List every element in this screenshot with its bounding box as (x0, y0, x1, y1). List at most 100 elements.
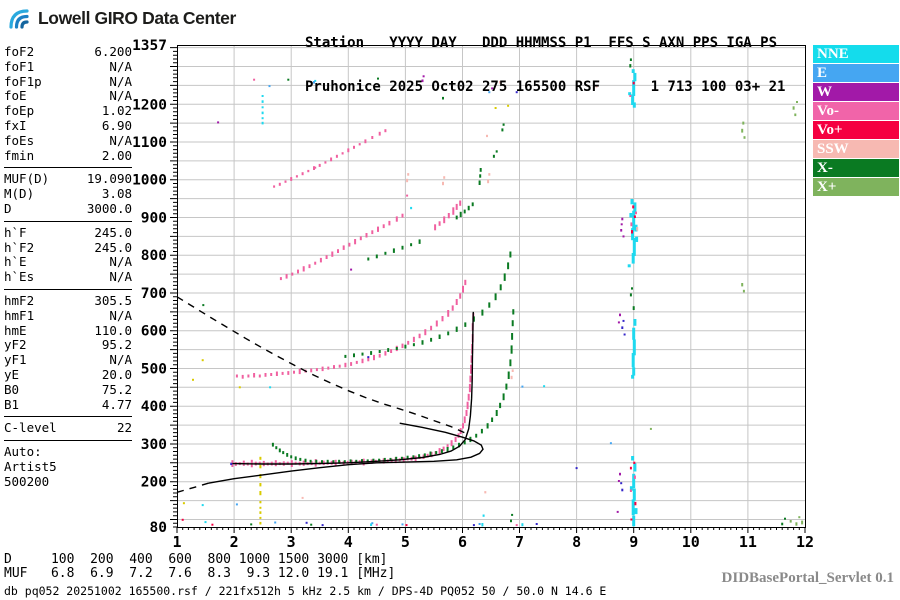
series-x-echo-2nd-hop (344, 251, 512, 358)
series-x-echo-3rd-hop (367, 202, 474, 261)
param-row: B1 4.77 (4, 396, 132, 413)
series-specks-x-green (202, 58, 786, 526)
param-row: h`E N/A (4, 255, 132, 270)
y-tick-label: 600 (141, 324, 167, 340)
param-label: foE (4, 88, 27, 104)
param-row: B0 75.2 (4, 381, 132, 398)
y-tick-label: 500 (141, 361, 167, 377)
param-label: yF1 (4, 352, 27, 368)
echo-type-legend: NNE E W Vo- Vo+ SSW X- X+ (813, 45, 899, 197)
x-tick-label: 10 (682, 533, 700, 551)
param-value: 3.08 (101, 186, 132, 202)
axis-labels: 1357120011001000900800700600500400300200… (132, 38, 814, 551)
param-row: foEs N/A (4, 132, 132, 149)
sidebar-divider (4, 220, 132, 222)
y-tick-label: 80 (150, 520, 167, 536)
param-value: N/A (109, 307, 132, 323)
sidebar-divider (4, 167, 132, 169)
y-tick-label: 300 (141, 437, 167, 453)
series-specks-x-light-green (649, 101, 804, 526)
param-value: 4.77 (101, 396, 132, 412)
param-row: hmF2 305.5 (4, 292, 132, 309)
param-row: foF1 N/A (4, 58, 132, 75)
param-value: N/A (109, 352, 132, 368)
x-tick-label: 11 (739, 533, 757, 551)
param-label: foF1p (4, 73, 42, 89)
param-label: B1 (4, 396, 20, 412)
plot-grid (177, 45, 805, 527)
station-values-row: Pruhonice 2025 Oct02 275 165500 RSF 1 71… (305, 78, 786, 95)
param-value: N/A (109, 58, 132, 74)
legend-item-x: X+ (813, 178, 899, 196)
station-header: Station YYYY DAY DDD HHMMSS P1 FFS S AXN… (305, 7, 785, 109)
param-label: hmF1 (4, 307, 35, 323)
param-value: 6.90 (101, 117, 132, 133)
param-value: N/A (109, 132, 132, 148)
y-tick-label: 900 (141, 210, 167, 226)
curve-profile-extrapolation (176, 482, 209, 493)
param-label: h`Es (4, 269, 35, 285)
x-tick-label: 9 (629, 533, 638, 551)
series-x-echo-1st-hop (271, 309, 515, 464)
series-o-echo-3rd-hop (279, 200, 462, 281)
x-tick-label: 12 (796, 533, 814, 551)
curve-o-trace-fit (232, 311, 474, 465)
series-specks-yellow (182, 104, 510, 525)
param-label: foEp (4, 103, 35, 119)
y-tick-label: 800 (141, 248, 167, 264)
y-tick-label: 1100 (132, 135, 167, 151)
x-tick-label: 6 (458, 533, 467, 551)
param-value: 6.200 (94, 44, 132, 59)
param-value: N/A (109, 88, 132, 104)
x-tick-label: 3 (287, 533, 296, 551)
param-label: yF2 (4, 337, 27, 353)
param-row: fxI 6.90 (4, 117, 132, 134)
giro-logo-icon (9, 9, 29, 29)
param-row: foE N/A (4, 89, 132, 104)
param-row: yF1 N/A (4, 352, 132, 368)
param-label: h`E (4, 254, 27, 270)
param-row: h`F2 245.0 (4, 239, 132, 256)
param-label: Auto: (4, 444, 42, 460)
param-row: fmin 2.00 (4, 148, 132, 164)
muf-row: MUF 6.8 6.9 7.2 7.6 8.3 9.3 12.0 19.1 [M… (4, 566, 396, 581)
plot-border (177, 45, 806, 528)
param-row: yF2 95.2 (4, 338, 132, 353)
y-tick-label: 1357 (132, 38, 167, 54)
legend-item-ssw: SSW (813, 140, 899, 158)
legend-item-nne: NNE (813, 45, 899, 63)
param-value: 305.5 (94, 292, 132, 308)
param-label: M(D) (4, 186, 35, 202)
series-specks-vo-pink (253, 78, 637, 527)
param-value: 245.0 (94, 239, 132, 255)
param-label: Artist5 (4, 458, 57, 474)
param-label: B0 (4, 381, 20, 397)
param-row: h`F 245.0 (4, 224, 132, 241)
series-specks-e-blue (235, 81, 612, 526)
x-tick-label: 8 (572, 533, 581, 551)
param-label: h`F (4, 224, 27, 240)
param-row: foEp 1.02 (4, 103, 132, 119)
param-value: 95.2 (101, 337, 132, 353)
y-tick-label: 700 (141, 286, 167, 302)
series-specks-navy (230, 91, 626, 527)
param-value: N/A (109, 73, 132, 89)
param-label: h`F2 (4, 239, 35, 255)
curve-muf-3000-transmission-curve (176, 296, 468, 435)
param-row: Auto: (4, 444, 132, 460)
series-specks-vo-red (181, 81, 637, 527)
sidebar-params: foF2 6.200 foF1 N/A foF1p N/A foE N/A foEp 1.02 fx… (4, 44, 132, 490)
giro-logo: Lowell GIRO Data Center (8, 6, 236, 30)
param-value: 22 (116, 420, 132, 436)
scatter-layer (181, 58, 804, 527)
param-row: hmF1 N/A (4, 307, 132, 324)
series-o-echo-4th-hop (273, 129, 387, 188)
distance-row: D 100 200 400 600 800 1000 1500 3000 [km… (4, 552, 388, 567)
param-value: 245.0 (94, 224, 132, 240)
legend-item-x: X- (813, 159, 899, 177)
param-label: hmE (4, 322, 27, 338)
series-specks-w-purple (217, 75, 625, 513)
param-value: 110.0 (94, 322, 132, 338)
legend-item-w: W (813, 83, 899, 101)
curve-profile-and-nose (208, 422, 484, 484)
